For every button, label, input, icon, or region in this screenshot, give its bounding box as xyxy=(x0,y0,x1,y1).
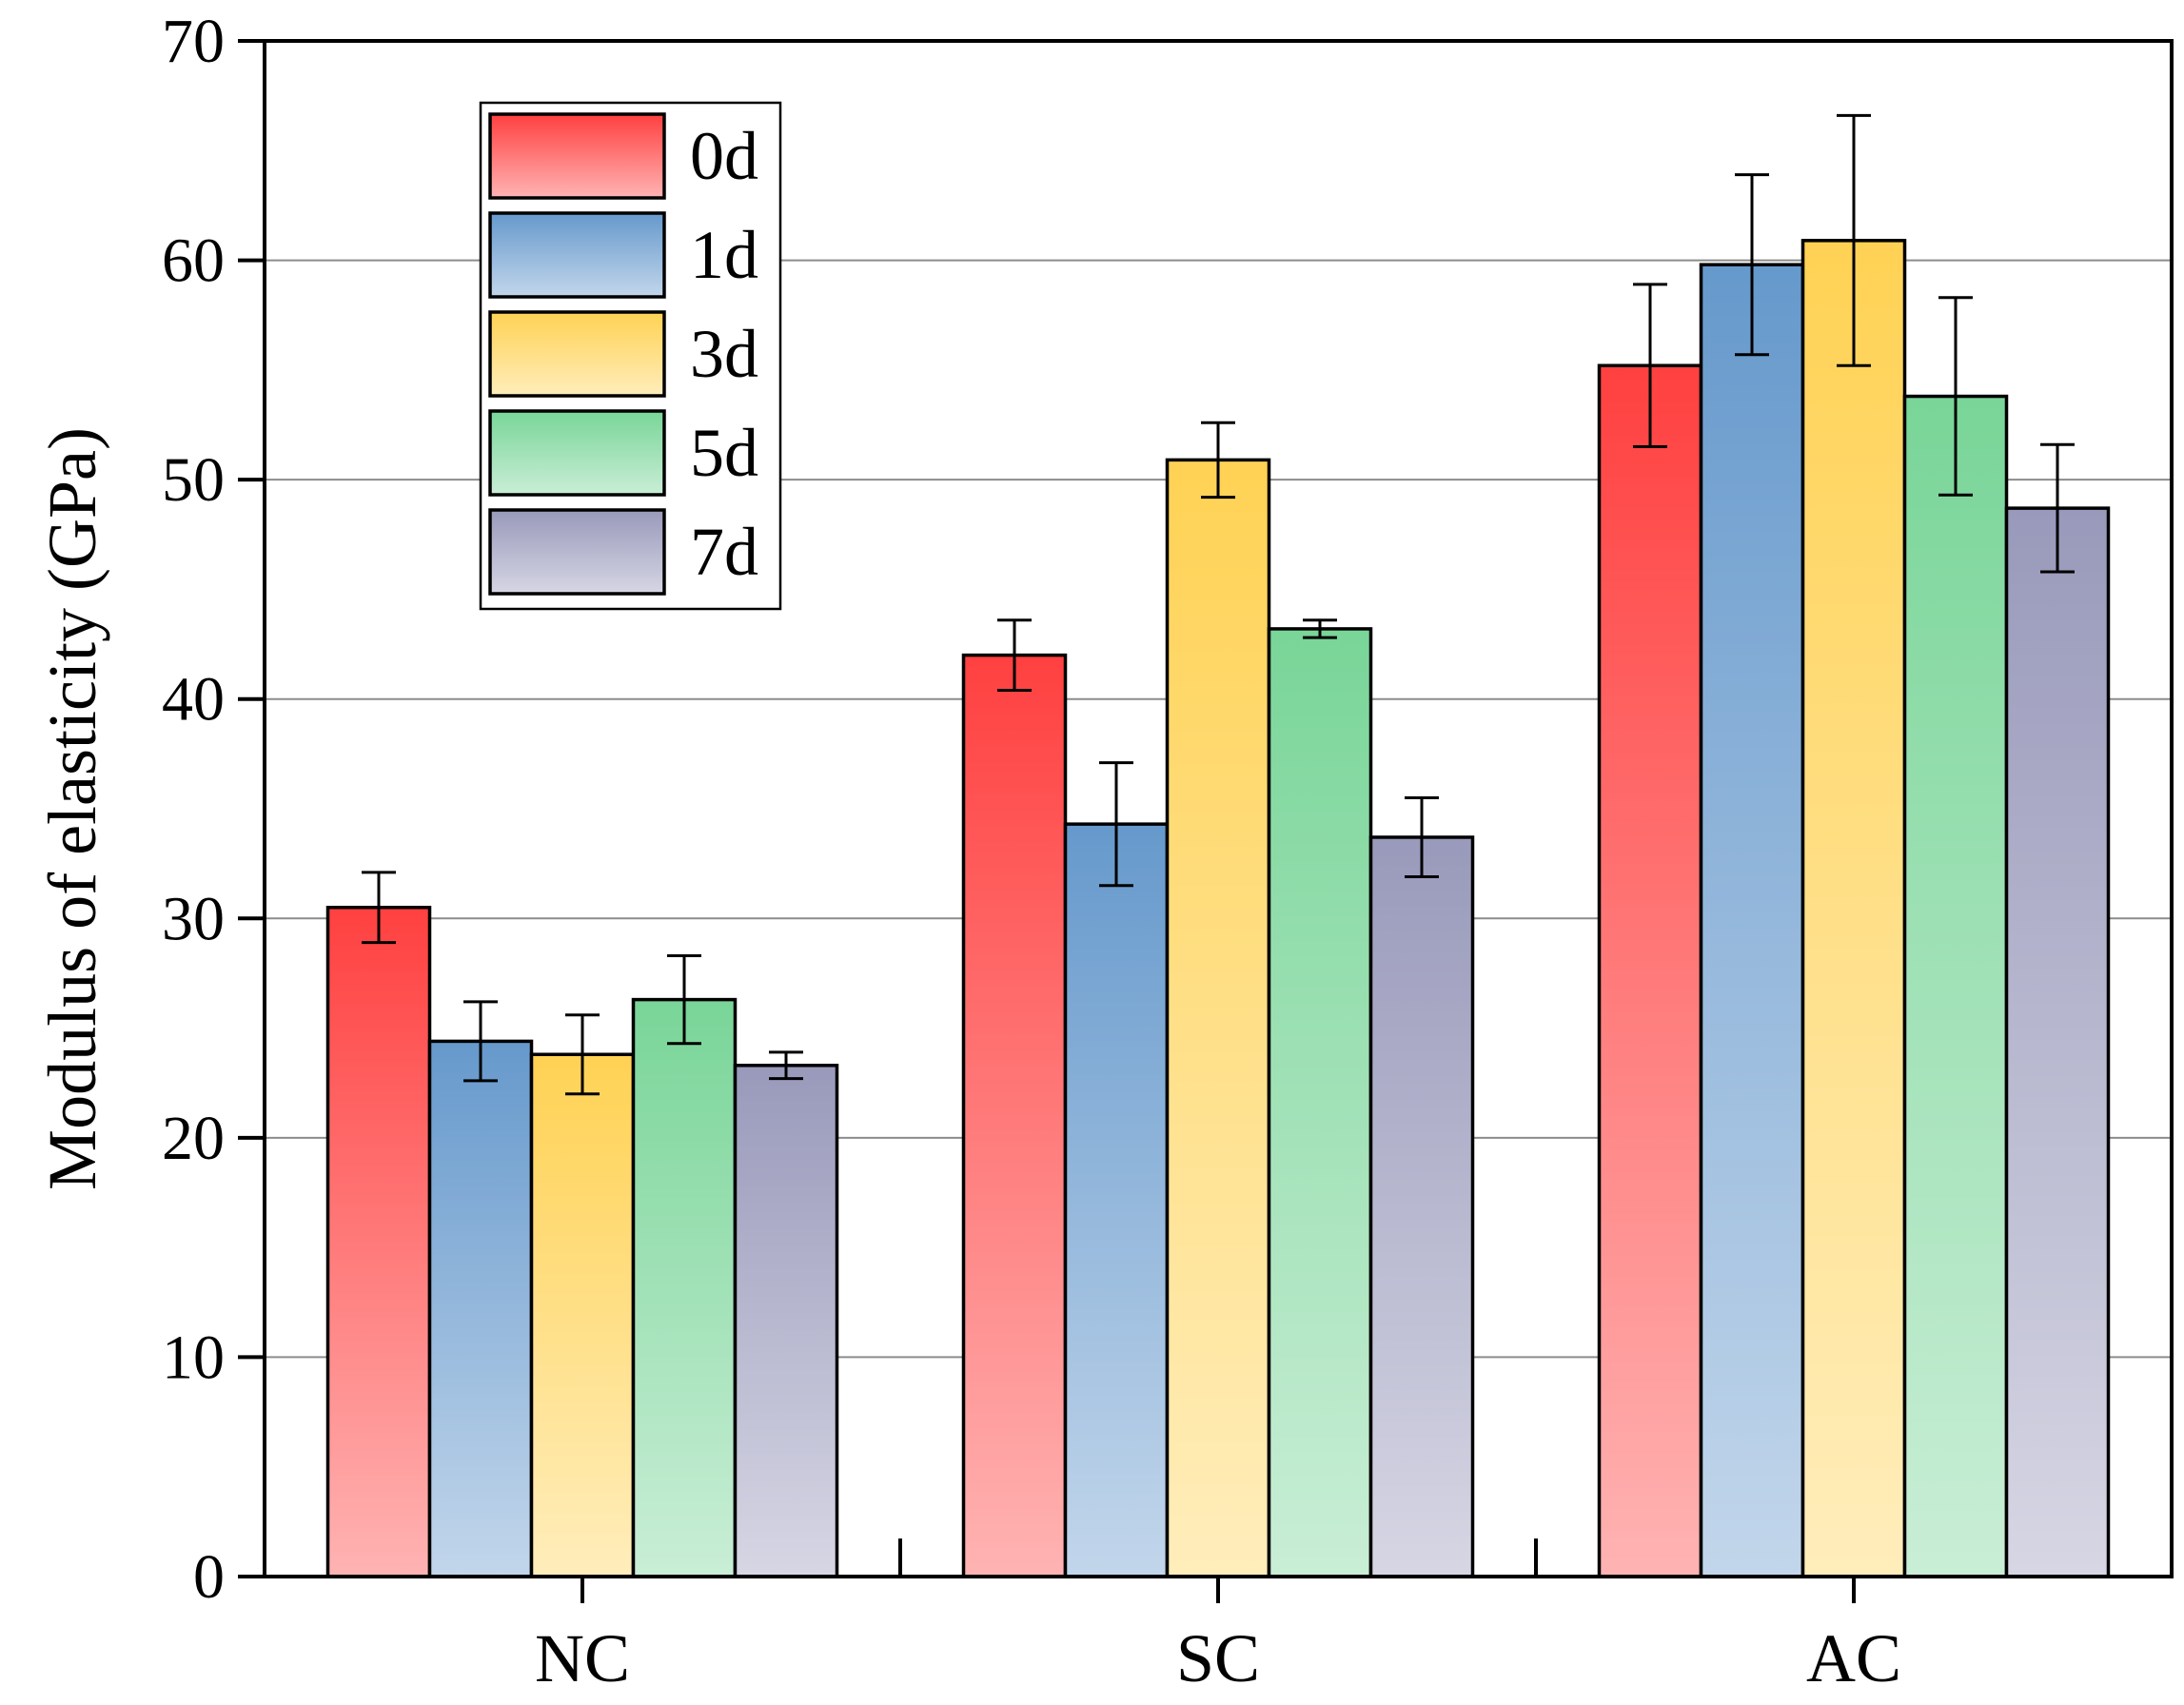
bar-nc-0d xyxy=(325,906,432,1578)
error-bar-ac-7d xyxy=(2040,442,2075,574)
bar-nc-5d xyxy=(631,997,738,1578)
legend-item-0d: 0d xyxy=(488,112,758,200)
bar-ac-7d xyxy=(2004,506,2111,1578)
legend-swatch-1d xyxy=(488,211,666,299)
error-bar-sc-7d xyxy=(1405,795,1439,878)
legend-label-1d: 1d xyxy=(690,217,758,293)
bar-ac-3d xyxy=(1800,239,1907,1578)
bar-ac-1d xyxy=(1699,263,1805,1578)
legend: 0d 1d 3d 5d 7d xyxy=(479,101,782,611)
bar-sc-7d xyxy=(1368,835,1475,1578)
bar-sc-5d xyxy=(1267,627,1373,1578)
legend-label-7d: 7d xyxy=(690,514,758,590)
error-bar-nc-7d xyxy=(769,1050,803,1081)
error-bar-sc-1d xyxy=(1099,761,1133,888)
bar-sc-3d xyxy=(1165,458,1271,1578)
legend-swatch-5d xyxy=(488,409,666,497)
y-tick-label-60: 60 xyxy=(162,226,225,296)
bar-nc-3d xyxy=(529,1052,636,1578)
legend-item-5d: 5d xyxy=(488,409,758,497)
bar-ac-0d xyxy=(1597,363,1703,1578)
x-tick-label-nc: NC xyxy=(535,1620,630,1696)
legend-label-5d: 5d xyxy=(690,415,758,491)
plot-frame xyxy=(263,39,2174,1578)
bar-ac-5d xyxy=(1902,394,2009,1578)
error-bar-ac-0d xyxy=(1633,283,1667,449)
error-bar-ac-5d xyxy=(1938,296,1973,497)
y-tick-label-70: 70 xyxy=(162,7,225,76)
y-tick-label-20: 20 xyxy=(162,1104,225,1173)
legend-swatch-0d xyxy=(488,112,666,200)
y-tick-label-40: 40 xyxy=(162,665,225,735)
bar-nc-7d xyxy=(733,1064,839,1578)
error-bar-sc-0d xyxy=(997,618,1032,692)
error-bar-ac-1d xyxy=(1735,173,1769,357)
error-bar-nc-5d xyxy=(667,953,701,1046)
x-tick-label-ac: AC xyxy=(1806,1620,1901,1696)
y-axis-title: Modulus of elasticity (GPa) xyxy=(34,427,110,1190)
legend-item-7d: 7d xyxy=(488,508,758,596)
y-tick-label-10: 10 xyxy=(162,1323,225,1392)
error-bar-nc-3d xyxy=(565,1013,600,1096)
error-bar-sc-3d xyxy=(1201,421,1235,500)
legend-label-0d: 0d xyxy=(690,118,758,194)
legend-item-3d: 3d xyxy=(488,310,758,398)
y-tick-label-30: 30 xyxy=(162,884,225,953)
axes: NC SC AC 0 10 20 30 40 50 60 70 xyxy=(162,7,2174,1696)
x-tick-label-sc: SC xyxy=(1176,1620,1260,1696)
bar-nc-1d xyxy=(427,1039,534,1578)
legend-swatch-3d xyxy=(488,310,666,398)
y-tick-label-0: 0 xyxy=(193,1542,225,1612)
legend-swatch-7d xyxy=(488,508,666,596)
error-bars xyxy=(362,113,2075,1096)
error-bar-sc-5d xyxy=(1303,618,1337,639)
error-bar-nc-0d xyxy=(362,871,396,945)
bar-sc-1d xyxy=(1063,822,1170,1578)
legend-item-1d: 1d xyxy=(488,211,758,299)
error-bar-ac-3d xyxy=(1837,113,1871,367)
error-bar-nc-1d xyxy=(463,1000,498,1083)
bar-sc-0d xyxy=(961,653,1068,1578)
y-tick-label-50: 50 xyxy=(162,445,225,515)
legend-label-3d: 3d xyxy=(690,316,758,392)
